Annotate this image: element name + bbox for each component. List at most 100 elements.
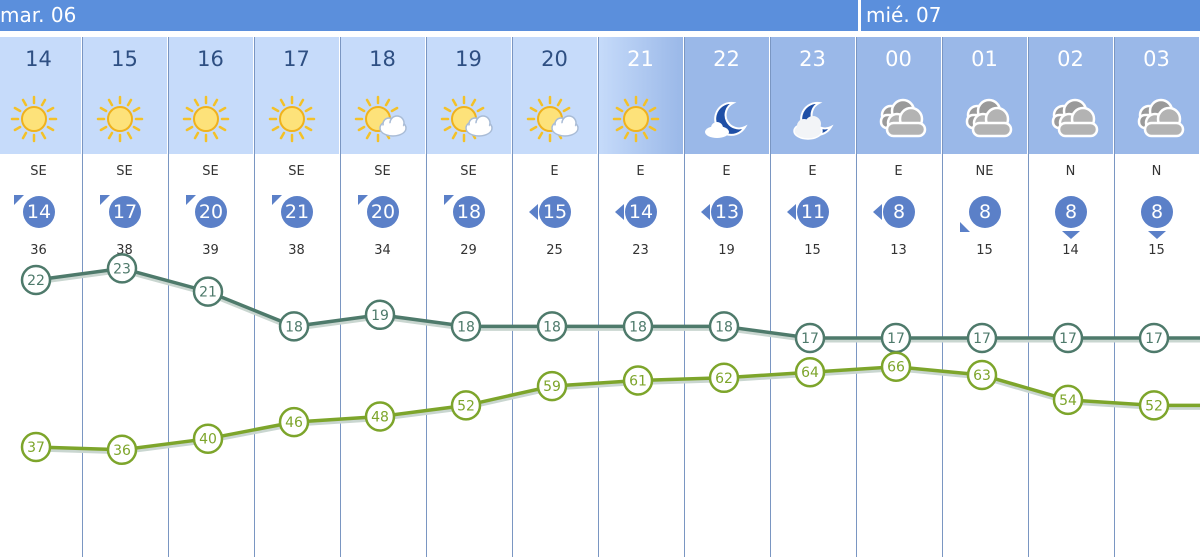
series-0-point: 17	[880, 322, 912, 354]
hour-column: 23 E 11 15	[770, 37, 855, 557]
wind-gust: 15	[1148, 243, 1165, 258]
wind-arrow-icon	[873, 204, 882, 220]
series-0-marker	[1138, 322, 1170, 354]
series-0-data-label: 17	[973, 331, 991, 347]
sun-cloud-icon	[439, 93, 499, 149]
wind-direction: N	[1151, 164, 1162, 179]
sun-icon	[181, 93, 241, 149]
hour-gridline	[1028, 37, 1029, 557]
series-1-marker	[192, 423, 224, 454]
series-0-point: 23	[106, 253, 138, 284]
series-0-point: 18	[536, 311, 568, 342]
wind-direction: SE	[460, 164, 477, 179]
wind-direction: E	[722, 164, 731, 179]
wind-arrow-icon	[787, 204, 796, 220]
series-0-data-label: 18	[715, 319, 733, 335]
wind-gust: 23	[632, 243, 649, 258]
wind-arrow-icon	[1148, 231, 1166, 239]
hour-gridline	[340, 37, 341, 557]
wind-arrow-icon	[444, 195, 454, 205]
series-0-data-label: 21	[199, 285, 217, 301]
hour-column: 14 SE 14 36	[0, 37, 81, 557]
series-1-data-label: 64	[801, 365, 819, 381]
wind-speed: 18	[453, 196, 485, 228]
series-0-point: 18	[450, 311, 482, 342]
series-1-marker	[708, 362, 740, 394]
wind-speed: 14	[23, 196, 55, 228]
series-1-marker	[536, 370, 568, 402]
hour-header	[598, 37, 683, 154]
series-1-point: 63	[966, 359, 998, 391]
series-1-data-label: 52	[457, 398, 475, 414]
series-0-data-label: 18	[285, 319, 303, 335]
wind-gust: 38	[288, 243, 305, 258]
wind-direction: SE	[202, 164, 219, 179]
series-1-marker	[966, 359, 998, 391]
series-1-data-label: 59	[543, 379, 561, 395]
wind-direction: E	[636, 164, 645, 179]
series-0-point: 17	[1052, 322, 1084, 354]
wind-gust: 14	[1062, 243, 1079, 258]
sun-cloud-icon	[353, 93, 413, 149]
wind-speed: 21	[281, 196, 313, 228]
hour-header	[0, 37, 81, 154]
wind-speed: 14	[625, 196, 657, 228]
hour-column: 20 E 15 25	[512, 37, 597, 557]
wind-direction: NE	[975, 164, 994, 179]
hour-gridline	[856, 37, 857, 557]
series-1-point: 66	[880, 351, 912, 382]
wind-direction: E	[808, 164, 817, 179]
hour-label: 18	[369, 47, 396, 71]
hour-header	[426, 37, 511, 154]
series-0-marker	[794, 322, 826, 354]
wind-direction: SE	[288, 164, 305, 179]
series-0-point: 18	[278, 311, 310, 342]
series-1-data-label: 54	[1059, 393, 1077, 409]
hour-label: 02	[1057, 47, 1084, 71]
series-0-point: 18	[708, 311, 740, 342]
series-1-point: 64	[794, 356, 826, 388]
wind-speed: 15	[539, 196, 571, 228]
series-0-data-label: 22	[27, 273, 45, 289]
series-0-data-label: 17	[1145, 331, 1163, 347]
wind-speed: 8	[1055, 196, 1087, 228]
series-0-point: 17	[794, 322, 826, 354]
hour-column: 15 SE 17 38	[82, 37, 167, 557]
hour-header	[340, 37, 425, 154]
hour-header	[168, 37, 253, 154]
cloud-icon	[1127, 93, 1189, 149]
series-1-point: 61	[622, 365, 654, 396]
hour-label: 15	[111, 47, 138, 71]
hour-gridline	[254, 37, 255, 557]
hour-column: 03 N 8 15	[1114, 37, 1199, 557]
hour-header	[82, 37, 167, 154]
wind-speed: 20	[195, 196, 227, 228]
series-0-point: 18	[622, 311, 654, 342]
day-header-bar	[861, 0, 1200, 31]
series-1-marker	[794, 356, 826, 388]
series-0-marker	[106, 253, 138, 284]
hour-column: 01 NE 8 15	[942, 37, 1027, 557]
series-0-marker	[536, 311, 568, 342]
series-1-data-label: 61	[629, 374, 647, 390]
hour-label: 21	[627, 47, 654, 71]
series-0-marker	[20, 264, 52, 296]
series-1-marker	[278, 406, 310, 438]
series-1-data-label: 46	[285, 415, 303, 431]
hour-gridline	[770, 37, 771, 557]
sun-icon	[95, 93, 155, 149]
sun-icon	[9, 93, 69, 149]
hour-column: 18 SE 20 34	[340, 37, 425, 557]
series-0-marker	[450, 311, 482, 342]
wind-arrow-icon	[14, 195, 24, 205]
series-0-point: 21	[192, 276, 224, 307]
series-1-data-label: 63	[973, 368, 991, 384]
series-0-data-label: 18	[457, 319, 475, 335]
hour-column: 21 E 14 23	[598, 37, 683, 557]
sun-icon	[611, 93, 671, 149]
wind-speed: 20	[367, 196, 399, 228]
series-1-data-label: 66	[887, 360, 905, 376]
wind-speed: 11	[797, 196, 829, 228]
